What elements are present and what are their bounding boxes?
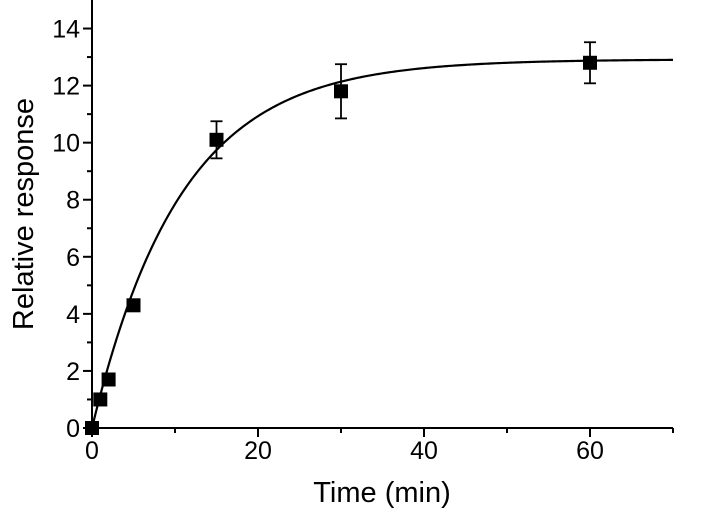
y-tick-label: 4 xyxy=(66,301,80,329)
y-tick-label: 8 xyxy=(66,187,80,215)
tick-labels: 0 20 40 60 0 2 4 6 8 10 12 14 xyxy=(52,16,604,465)
y-tick-label: 6 xyxy=(66,244,80,272)
x-tick-label: 20 xyxy=(244,437,272,465)
x-axis-title: Time (min) xyxy=(313,477,450,509)
data-point xyxy=(583,55,597,70)
y-tick-label: 0 xyxy=(66,415,80,443)
y-tick-label: 2 xyxy=(66,358,80,386)
data-point xyxy=(93,392,108,407)
ticks xyxy=(83,27,674,437)
data-point xyxy=(334,84,348,99)
y-tick-label: 10 xyxy=(52,130,80,158)
axes xyxy=(91,0,673,429)
x-tick-label: 60 xyxy=(576,437,604,465)
error-bars xyxy=(210,41,596,160)
data-points xyxy=(85,55,597,435)
data-point xyxy=(126,298,141,313)
data-point xyxy=(209,132,224,147)
y-tick-label: 14 xyxy=(52,16,80,44)
data-point xyxy=(101,372,116,387)
data-point xyxy=(85,421,99,435)
y-tick-label: 12 xyxy=(52,73,80,101)
x-tick-label: 0 xyxy=(85,437,99,465)
fit-curve xyxy=(90,58,674,429)
y-axis-title: Relative response xyxy=(8,98,40,330)
x-tick-label: 40 xyxy=(410,437,438,465)
